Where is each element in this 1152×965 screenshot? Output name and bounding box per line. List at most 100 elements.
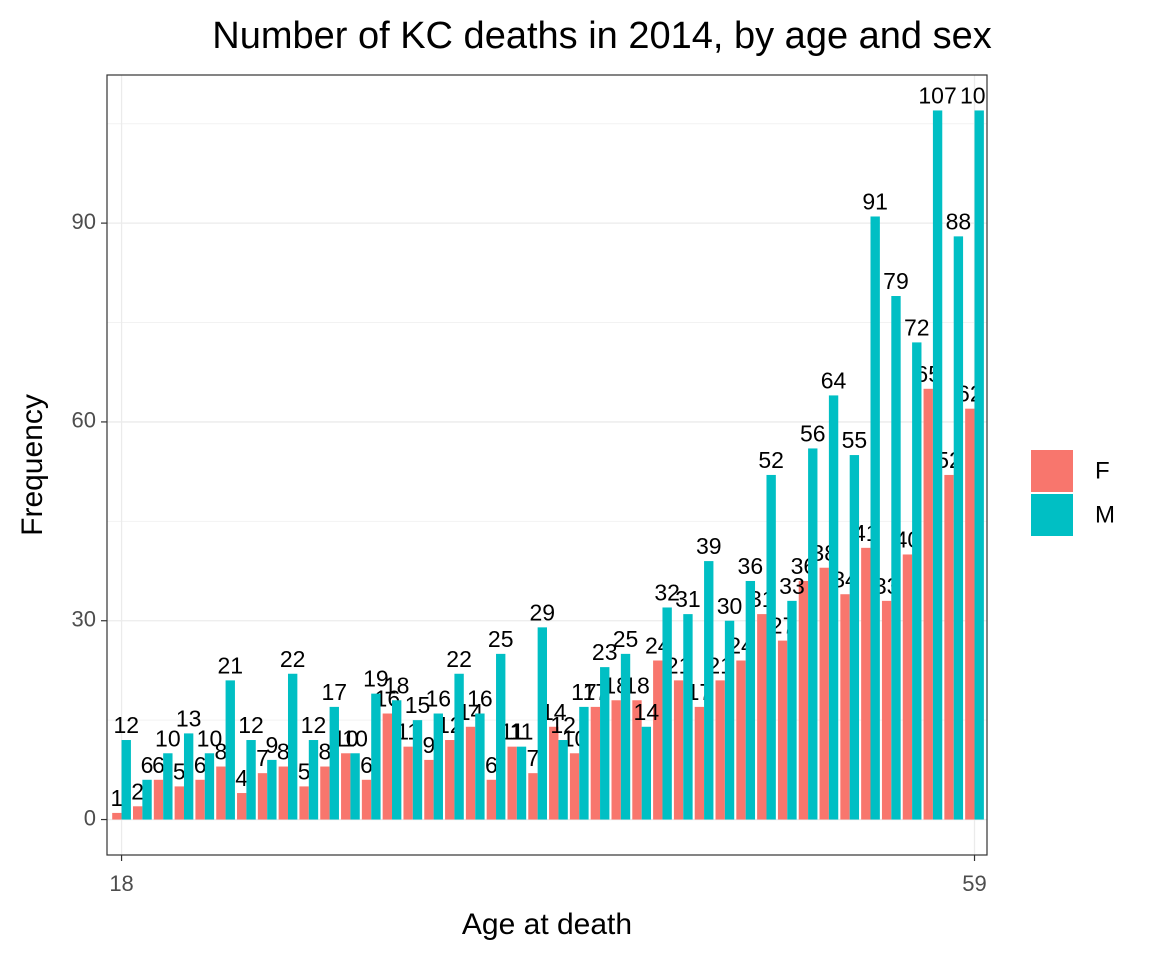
bar [974,110,984,820]
bar [902,554,913,820]
data-label: 13 [176,705,202,731]
panel-border [106,74,988,856]
bar [819,567,829,820]
bar [944,474,954,820]
data-label: 25 [488,626,514,652]
bar [590,706,601,820]
bar [537,627,547,820]
data-label: 25 [613,626,639,652]
bar [350,753,360,820]
y-tick-label: 90 [72,209,96,234]
legend-key [1031,494,1073,536]
data-label: 18 [384,672,410,698]
bar [912,342,922,820]
y-tick-label: 60 [72,408,96,433]
bar [611,700,621,820]
bar [278,766,288,820]
bar [174,786,184,820]
data-label: 4 [235,765,248,791]
bar [204,753,215,820]
bar [828,395,839,820]
data-label: 5 [173,758,186,784]
data-label: 1 [110,785,123,811]
bar [121,740,131,820]
bar [445,740,455,820]
bar [142,779,152,820]
bar [840,594,850,820]
legend-label: M [1095,501,1115,528]
bar [849,455,860,820]
bar [112,812,122,820]
y-tick-label: 30 [72,607,96,632]
bar [516,746,527,820]
data-label: 107 [960,83,998,109]
bar [662,607,672,820]
bar [163,753,173,820]
data-label: 29 [530,599,556,625]
bar [308,740,319,820]
data-label: 14 [634,699,660,725]
bar [704,561,714,820]
data-label: 8 [277,739,290,765]
y-tick-label: 0 [84,805,96,830]
data-label: 79 [883,268,909,294]
legend-key [1031,450,1073,492]
bar [653,660,663,820]
data-label: 19 [363,666,389,692]
data-label: 8 [319,739,332,765]
bar [403,746,413,820]
bar [267,759,277,820]
bar [923,388,933,820]
data-label: 6 [152,752,165,778]
y-axis-label: Frequency [16,394,49,536]
bar [549,726,559,820]
data-label: 9 [423,732,436,758]
bar [861,547,871,820]
bar [569,753,580,820]
data-label: 107 [918,83,956,109]
data-label: 15 [405,692,431,718]
data-label: 6 [360,752,373,778]
data-label: 32 [654,580,680,606]
data-label: 10 [197,725,223,751]
data-label: 6 [485,752,498,778]
bar [371,693,381,820]
bar [433,713,443,820]
bar [724,620,735,820]
bar [558,740,568,820]
data-label: 6 [141,752,154,778]
bar [932,110,943,820]
data-label: 11 [510,719,534,745]
bar [694,706,705,820]
data-label: 36 [738,553,764,579]
bar [715,680,725,820]
bar [870,216,880,820]
data-label: 17 [571,679,597,705]
data-label: 12 [301,712,327,738]
data-label: 55 [842,427,868,453]
data-label: 10 [342,725,368,751]
bar [465,726,476,820]
data-label: 33 [779,573,805,599]
bar [808,448,818,820]
bar [195,779,205,820]
data-label: 39 [696,533,722,559]
data-label: 22 [446,646,472,672]
bar [579,706,589,820]
data-label: 12 [113,712,139,738]
bar [153,779,164,820]
data-label: 88 [946,208,972,234]
data-label: 52 [758,447,784,473]
bar [641,726,652,820]
data-label: 23 [592,639,618,665]
data-label: 10 [155,725,181,751]
bar [225,680,235,820]
bar [965,408,975,820]
bar [757,614,767,820]
data-label: 56 [800,421,826,447]
data-label: 22 [280,646,306,672]
bar [798,580,809,820]
data-label: 11 [500,719,524,745]
